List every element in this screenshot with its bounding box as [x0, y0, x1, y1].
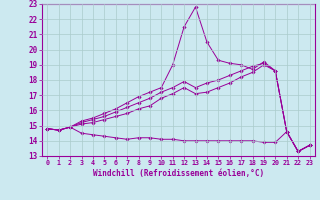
X-axis label: Windchill (Refroidissement éolien,°C): Windchill (Refroidissement éolien,°C) [93, 169, 264, 178]
